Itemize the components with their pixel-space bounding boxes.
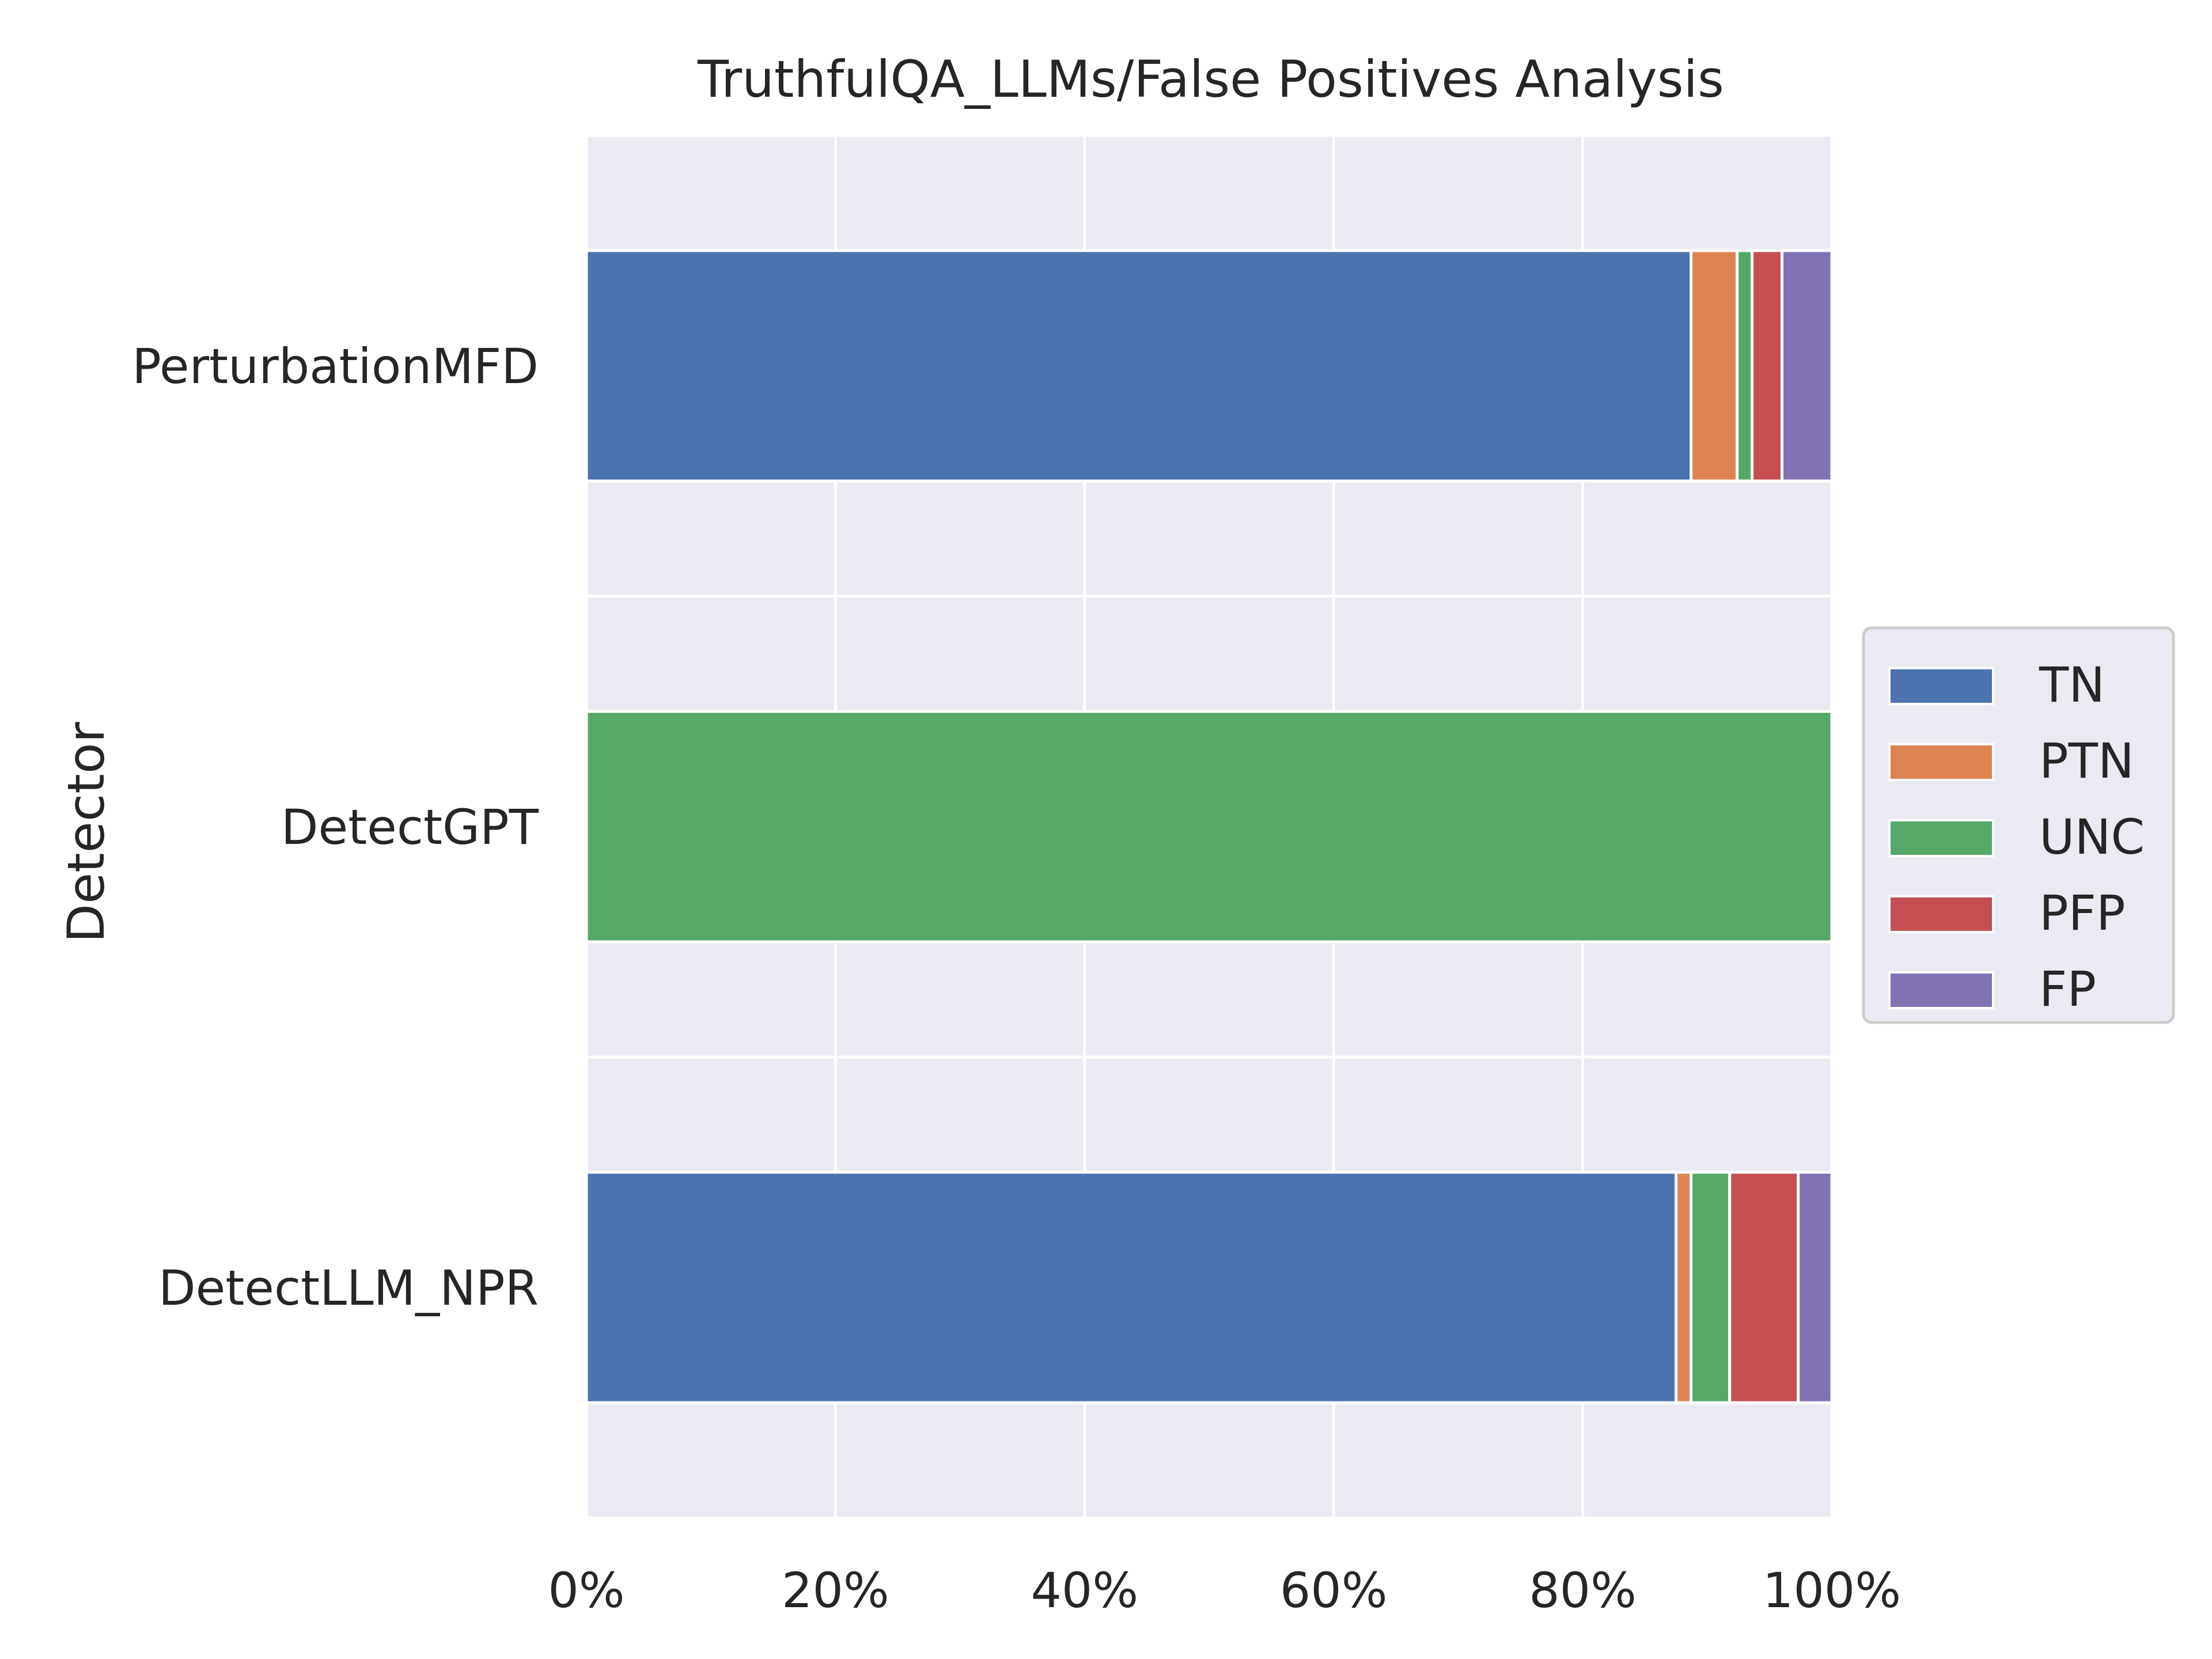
legend-swatch <box>1888 971 1994 1009</box>
bar-stacks <box>585 249 1834 1404</box>
legend-label: PTN <box>2039 733 2134 789</box>
bar-segment-ptn <box>1690 249 1739 483</box>
bar-segment-pfp <box>1728 1171 1800 1404</box>
x-tick-label: 100% <box>1763 1562 1901 1619</box>
bar-segment-fp <box>1797 1171 1834 1404</box>
legend-swatch <box>1888 743 1994 781</box>
legend-swatch <box>1888 819 1994 857</box>
bar-segment-tn <box>585 249 1693 483</box>
legend: TN PTN UNC PFP FP <box>1862 626 2175 1024</box>
y-axis-label: Detector <box>56 721 116 942</box>
bar-segment-ptn <box>1675 1171 1693 1404</box>
x-tick-label: 20% <box>782 1562 889 1619</box>
y-axis-ticks: PerturbationMFD DetectGPT DetectLLM_NPR <box>132 338 539 1316</box>
y-tick-label: DetectGPT <box>281 799 539 855</box>
y-tick-label: DetectLLM_NPR <box>158 1260 539 1316</box>
bar-segment-unc <box>1736 249 1754 483</box>
legend-label: UNC <box>2039 809 2145 865</box>
legend-swatch <box>1888 895 1994 933</box>
x-axis-ticks: 0% 20% 40% 60% 80% 100% <box>548 1562 1901 1619</box>
bar-segment-unc <box>585 710 1834 944</box>
bar-segment-fp <box>1781 249 1834 483</box>
legend-label: FP <box>2039 961 2096 1017</box>
bar-segment-pfp <box>1751 249 1784 483</box>
x-tick-label: 80% <box>1529 1562 1637 1619</box>
legend-label: TN <box>2039 657 2105 713</box>
x-tick-label: 0% <box>548 1562 624 1619</box>
chart-title: TruthfulQA_LLMs/False Positives Analysis <box>697 50 1724 109</box>
x-tick-label: 60% <box>1280 1562 1388 1619</box>
legend-label: PFP <box>2039 885 2126 941</box>
x-tick-label: 40% <box>1031 1562 1138 1619</box>
bar-segment-unc <box>1690 1171 1732 1404</box>
legend-swatch <box>1888 667 1994 705</box>
bar-segment-tn <box>585 1171 1678 1404</box>
y-tick-label: PerturbationMFD <box>132 338 539 395</box>
